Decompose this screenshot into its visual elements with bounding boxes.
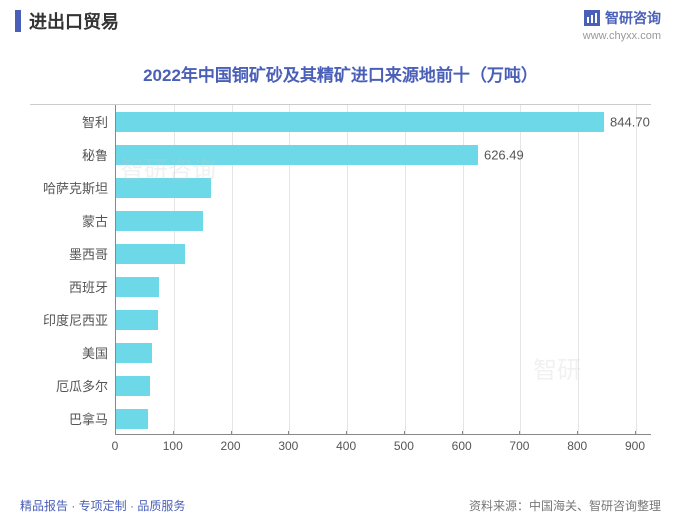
x-tick-label: 300 [278, 439, 298, 453]
footer-right: 资料来源：中国海关、智研咨询整理 [469, 497, 661, 514]
bar-row: 哈萨克斯坦 [116, 171, 651, 204]
bar-row: 美国 [116, 336, 651, 369]
x-tick-mark [173, 431, 174, 435]
header-marker [15, 10, 21, 32]
bar: 626.49 [116, 145, 478, 165]
bar [116, 277, 159, 297]
x-tick-mark [635, 431, 636, 435]
bar-category-label: 印度尼西亚 [26, 310, 108, 329]
bars-region: 智利844.70秘鲁626.49哈萨克斯坦蒙古墨西哥西班牙印度尼西亚美国厄瓜多尔… [115, 105, 651, 435]
bar-row: 厄瓜多尔 [116, 369, 651, 402]
bar-row: 秘鲁626.49 [116, 138, 651, 171]
bar-category-label: 秘鲁 [26, 145, 108, 164]
bar-category-label: 哈萨克斯坦 [26, 178, 108, 197]
x-tick-mark [346, 431, 347, 435]
bar-row: 巴拿马 [116, 402, 651, 435]
x-tick-mark [577, 431, 578, 435]
chart-container: 2022年中国铜矿砂及其精矿进口来源地前十（万吨） 智利844.70秘鲁626.… [0, 39, 681, 479]
bar-category-label: 墨西哥 [26, 244, 108, 263]
chart-title: 2022年中国铜矿砂及其精矿进口来源地前十（万吨） [30, 49, 651, 104]
bar [116, 343, 152, 363]
brand-top: 智研咨询 [584, 8, 661, 28]
bar-value-label: 626.49 [484, 147, 524, 162]
x-tick-mark [231, 431, 232, 435]
chart-area: 智利844.70秘鲁626.49哈萨克斯坦蒙古墨西哥西班牙印度尼西亚美国厄瓜多尔… [30, 104, 651, 474]
footer-left: 精品报告 · 专项定制 · 品质服务 [20, 497, 185, 514]
x-tick-label: 500 [394, 439, 414, 453]
brand-url: www.chyxx.com [583, 30, 661, 42]
header-title: 进出口贸易 [29, 8, 119, 34]
x-tick-label: 100 [163, 439, 183, 453]
bar-row: 印度尼西亚 [116, 303, 651, 336]
x-tick-mark [404, 431, 405, 435]
x-tick-label: 700 [509, 439, 529, 453]
footer: 精品报告 · 专项定制 · 品质服务 资料来源：中国海关、智研咨询整理 [0, 497, 681, 514]
bar: 844.70 [116, 112, 604, 132]
bar-category-label: 智利 [26, 112, 108, 131]
bar-row: 智利844.70 [116, 105, 651, 138]
bar [116, 244, 185, 264]
header: 进出口贸易 hain 智研咨询 www.chyxx.com [0, 0, 681, 39]
bar-category-label: 厄瓜多尔 [26, 376, 108, 395]
bar [116, 409, 148, 429]
bar-category-label: 蒙古 [26, 211, 108, 230]
brand-icon [584, 10, 600, 26]
bar-row: 西班牙 [116, 270, 651, 303]
bar [116, 376, 150, 396]
x-tick-label: 0 [112, 439, 119, 453]
bar-row: 墨西哥 [116, 237, 651, 270]
bar-category-label: 巴拿马 [26, 409, 108, 428]
bar [116, 178, 211, 198]
x-tick-label: 600 [452, 439, 472, 453]
bar [116, 211, 203, 231]
x-tick-mark [519, 431, 520, 435]
bar-value-label: 844.70 [610, 114, 650, 129]
x-tick-label: 400 [336, 439, 356, 453]
bar-category-label: 美国 [26, 343, 108, 362]
bar-row: 蒙古 [116, 204, 651, 237]
x-tick-label: 200 [221, 439, 241, 453]
x-tick-mark [115, 431, 116, 435]
bar-category-label: 西班牙 [26, 277, 108, 296]
x-tick-mark [288, 431, 289, 435]
x-tick-mark [462, 431, 463, 435]
x-axis: 0 100 200 300 400 500 600 700 800 900 [115, 435, 651, 465]
bar [116, 310, 158, 330]
x-tick-label: 800 [567, 439, 587, 453]
brand-name: 智研咨询 [605, 8, 661, 28]
x-tick-label: 900 [625, 439, 645, 453]
